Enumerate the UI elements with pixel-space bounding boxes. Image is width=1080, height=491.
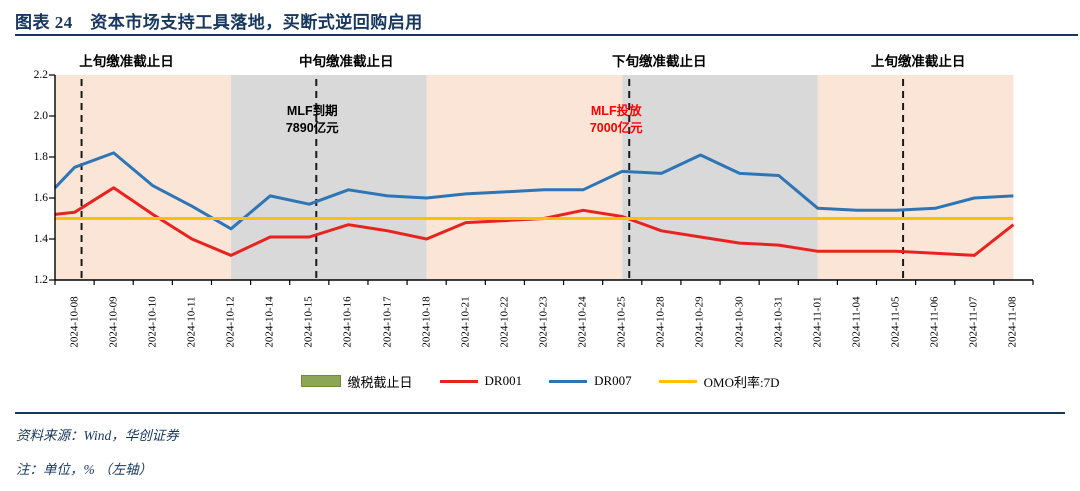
y-axis-label: 2.0: [33, 110, 48, 122]
mlf-note-line: MLF投放: [590, 104, 642, 118]
deadline-label: 上旬缴准截止日: [870, 54, 966, 69]
x-axis-label: 2024-11-07: [967, 296, 980, 348]
y-axis-label: 1.2: [33, 274, 48, 286]
x-axis-label: 2024-10-15: [302, 296, 315, 348]
title-underline: [15, 34, 1078, 36]
background-pink-band: [426, 75, 623, 280]
legend-swatch-box: [300, 375, 341, 387]
chart-region: 1.2 1.4 1.6 1.8 2.0 2.2 2024-10-08 2024-10-09 20…: [0, 40, 1080, 370]
x-axis-label: 2024-11-05: [889, 296, 902, 348]
y-axis-label: 2.2: [33, 69, 48, 81]
legend-label: DR007: [594, 373, 632, 388]
x-axis-label: 2024-10-18: [420, 296, 433, 348]
x-axis-label: 2024-11-06: [928, 296, 941, 348]
x-axis-label: 2024-10-29: [693, 296, 706, 348]
x-axis-label: 2024-10-08: [68, 296, 81, 348]
deadline-label: 下旬缴准截止日: [611, 54, 707, 69]
y-axis-label: 1.4: [33, 233, 48, 245]
legend-item: OMO利率:7D: [658, 372, 780, 391]
x-axis-label: 2024-10-21: [459, 296, 472, 348]
legend-swatch-line: [439, 379, 478, 383]
x-axis-label: 2024-10-17: [381, 296, 394, 348]
mlf-note: MLF投放 7000亿元: [590, 103, 643, 137]
mlf-note-line: 7000亿元: [589, 121, 643, 135]
legend-label: 缴税截止日: [347, 374, 413, 390]
x-axis-label: 2024-10-25: [615, 296, 628, 348]
x-axis-label: 2024-11-01: [811, 296, 824, 348]
x-axis-label: 2024-10-30: [733, 296, 746, 348]
deadline-label: 上旬缴准截止日: [79, 54, 174, 69]
legend-label: DR001: [484, 373, 523, 388]
plot-area: [49, 74, 1034, 285]
x-axis-label: 2024-10-22: [498, 296, 511, 348]
x-axis-label: 2024-10-23: [537, 296, 550, 348]
x-axis-label: 2024-11-08: [1006, 296, 1019, 348]
x-axis-label: 2024-10-12: [224, 296, 237, 348]
reserve-period-gray-band: [231, 75, 427, 280]
x-axis-label: 2024-11-04: [850, 296, 863, 348]
x-axis-label: 2024-10-09: [107, 296, 120, 348]
footer-divider: [15, 412, 1065, 414]
y-axis-label: 1.8: [33, 151, 48, 163]
x-axis-label: 2024-10-11: [185, 296, 198, 348]
mlf-note-line: 7890亿元: [285, 121, 339, 135]
figure-title: 图表 24 资本市场支持工具落地，买断式逆回购启用: [15, 13, 423, 32]
reserve-period-gray-band: [622, 75, 818, 280]
x-axis-label: 2024-10-31: [772, 296, 785, 348]
series-line-dr007: [53, 151, 1014, 231]
mlf-note: MLF到期 7890亿元: [286, 103, 339, 137]
legend-swatch-line: [549, 379, 588, 383]
x-axis-label: 2024-10-16: [341, 296, 354, 348]
mlf-note-line: MLF到期: [286, 104, 338, 118]
deadline-label: 中旬缴准截止日: [299, 54, 394, 69]
legend-label: OMO利率:7D: [703, 374, 780, 390]
legend-item: 缴税截止日: [300, 372, 413, 391]
x-axis-label: 2024-10-24: [576, 296, 589, 348]
unit-note: 注：单位，% （左轴）: [16, 462, 153, 477]
legend-item: DR001: [439, 373, 523, 389]
source-note: 资料来源：Wind，华创证券: [16, 428, 179, 443]
chart-legend: 缴税截止日 DR001 DR007 OMO利率:7D: [0, 370, 1080, 392]
background-pink-band: [817, 75, 1014, 280]
legend-swatch-line: [658, 379, 697, 383]
y-axis-label: 1.6: [33, 192, 48, 204]
legend-item: DR007: [549, 373, 632, 389]
x-axis-label: 2024-10-10: [146, 296, 159, 348]
chart-canvas: [49, 74, 1034, 285]
x-axis-label: 2024-10-28: [654, 296, 667, 348]
x-axis-label: 2024-10-14: [263, 296, 276, 348]
